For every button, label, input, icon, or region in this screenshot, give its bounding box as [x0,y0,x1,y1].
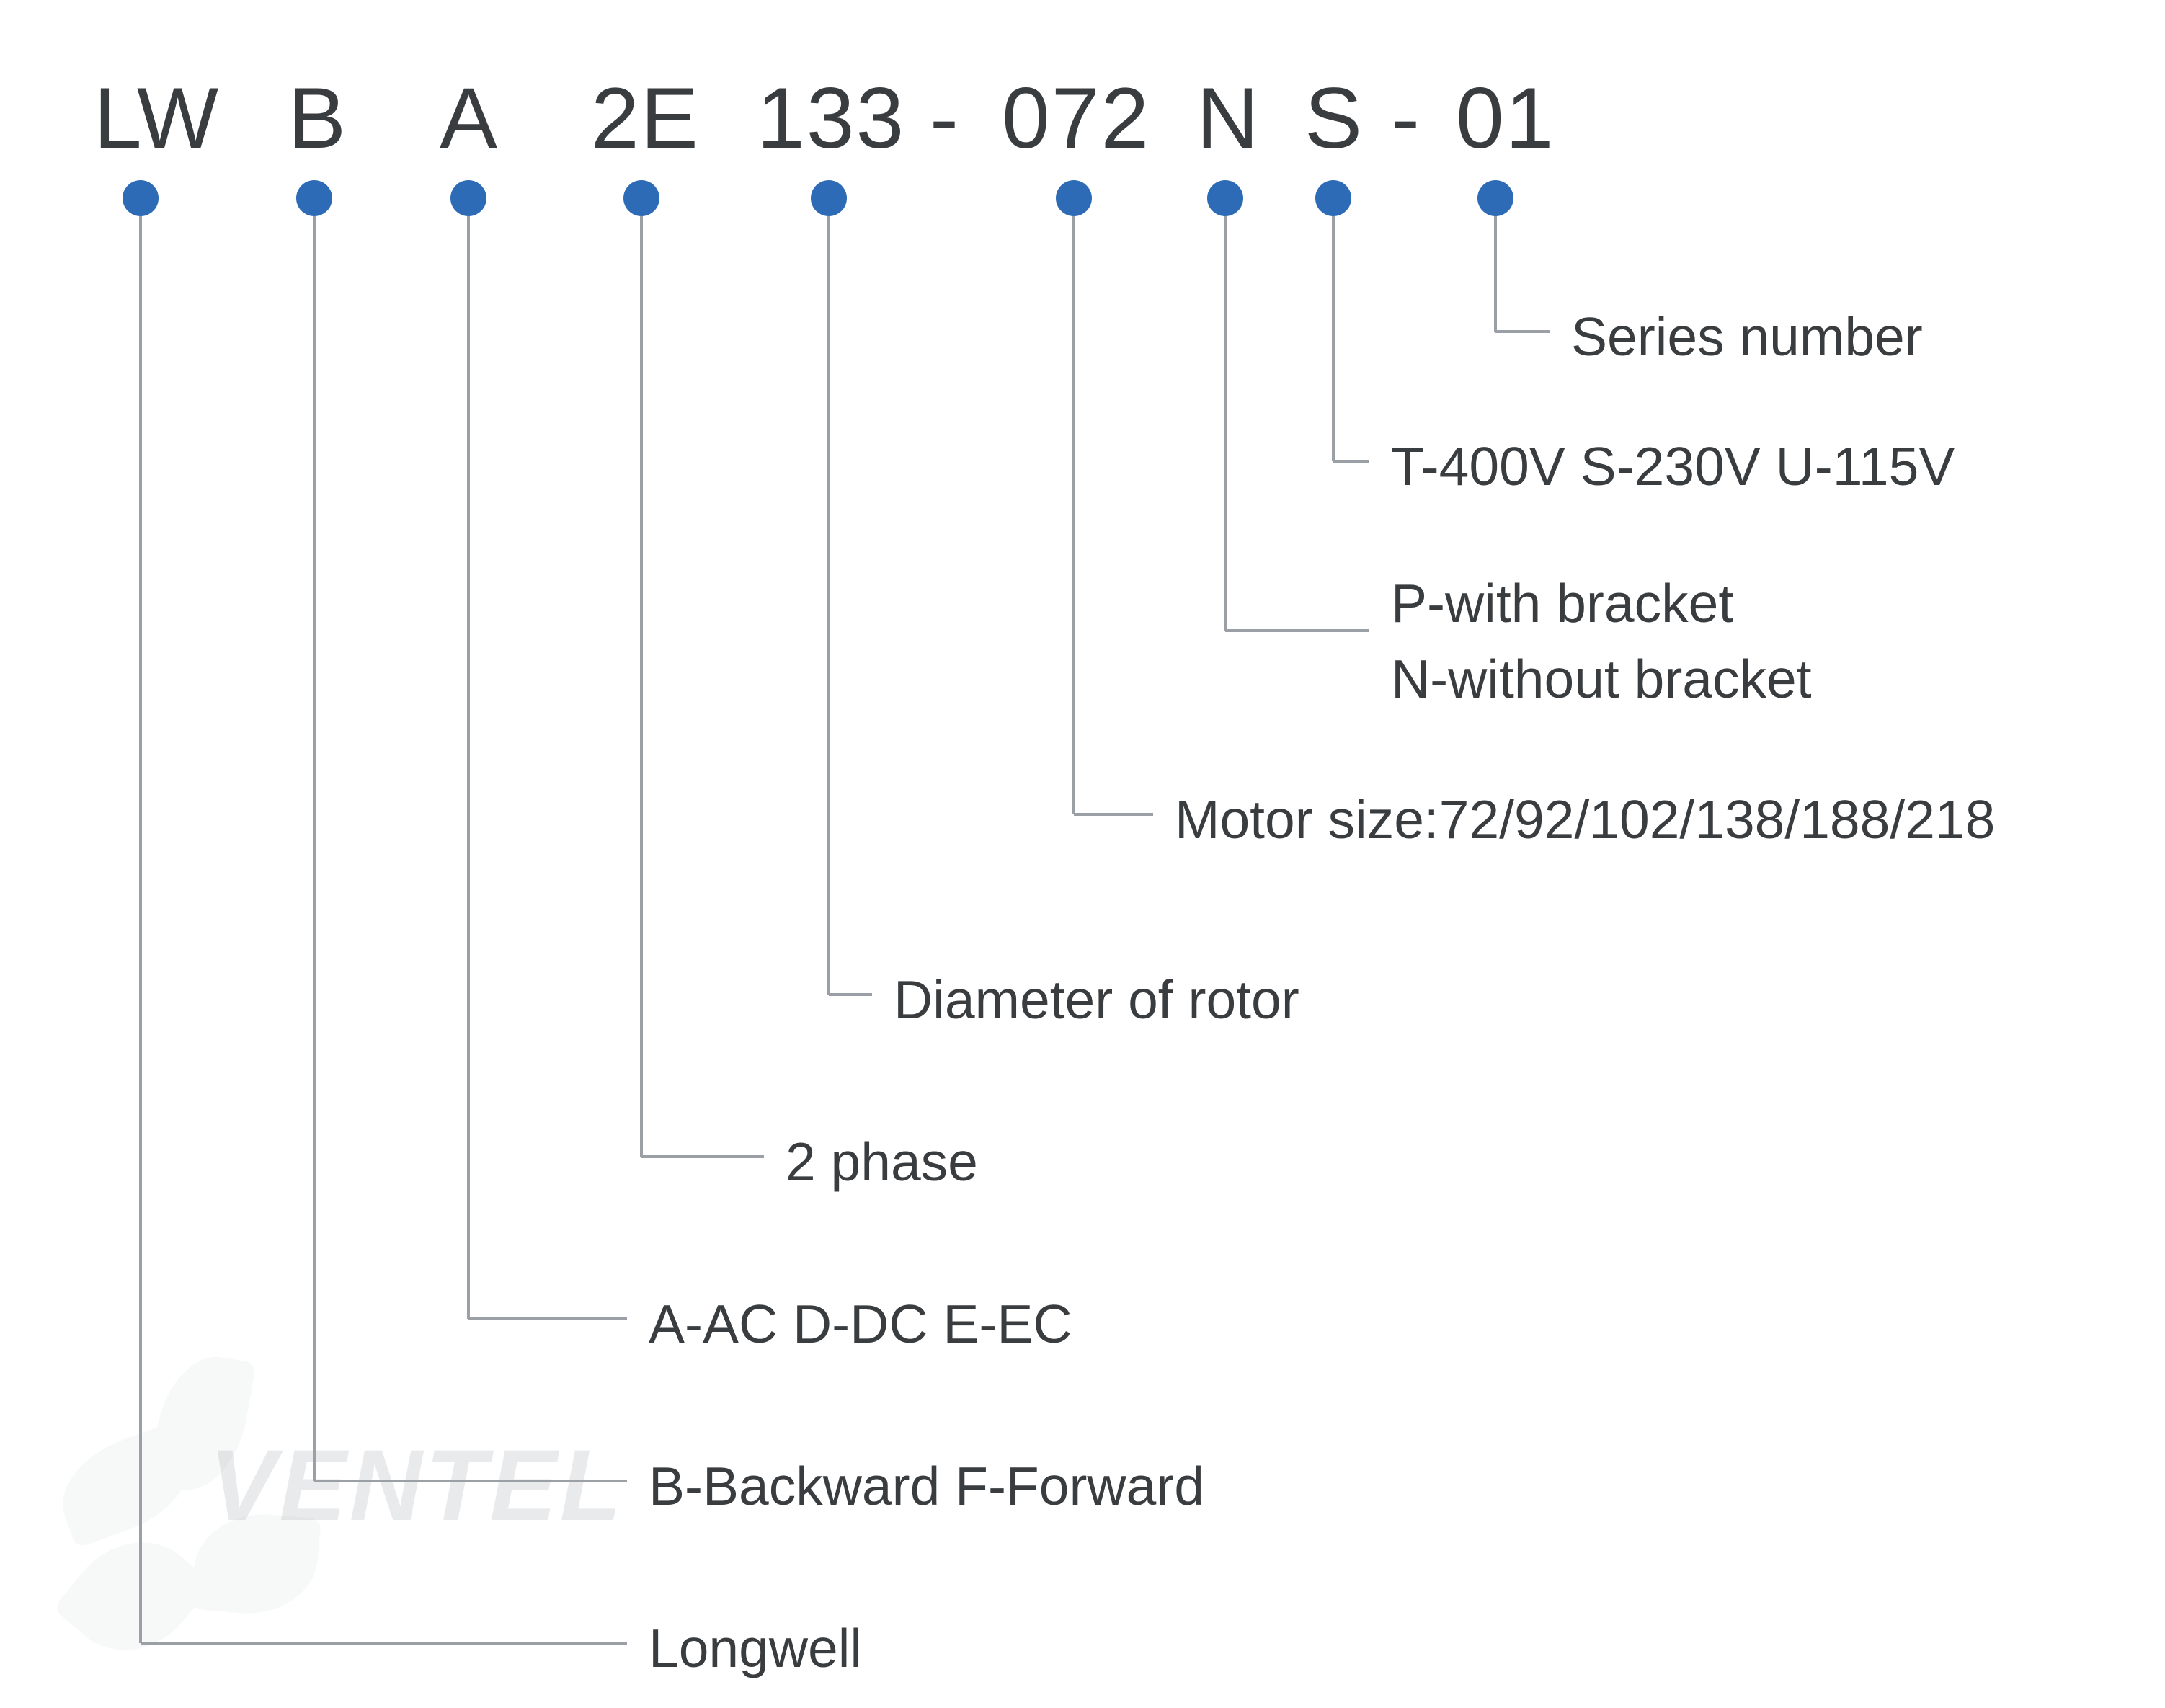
code-dash-2: - [1391,68,1421,168]
leader-dot [1207,180,1243,216]
desc-series-number: Series number [1571,299,1923,375]
leader-dot [623,180,659,216]
code-seg-a: A [440,68,499,168]
desc-current-type: A-AC D-DC E-EC [649,1286,1072,1362]
desc-rotor-diameter: Diameter of rotor [894,962,1299,1038]
code-seg-n: N [1196,68,1261,168]
desc-bracket-line2: N-without bracket [1391,649,1812,709]
code-seg-s: S [1304,68,1364,168]
leader-dot [296,180,332,216]
desc-bracket: P-with bracket N-without bracket [1391,566,1812,717]
leader-dot [811,180,847,216]
leader-dot [1315,180,1351,216]
desc-voltage: T-400V S-230V U-115V [1391,429,1955,504]
leader-dot [1056,180,1092,216]
watermark-text: VENTEL [209,1427,624,1544]
leader-dot [450,180,486,216]
desc-phase: 2 phase [786,1124,978,1200]
watermark-fan [43,1348,346,1650]
code-seg-b: B [288,68,347,168]
desc-motor-size: Motor size:72/92/102/138/188/218 [1175,782,1995,858]
code-seg-072: 072 [1002,68,1150,168]
desc-bracket-line1: P-with bracket [1391,573,1733,633]
code-seg-lw: LW [94,68,220,168]
leader-dot [1477,180,1513,216]
code-seg-133: 133 [757,68,905,168]
desc-direction: B-Backward F-Forward [649,1449,1204,1524]
code-seg-01: 01 [1456,68,1555,168]
leader-dot [123,180,159,216]
desc-brand: Longwell [649,1611,862,1686]
code-seg-2e: 2E [591,68,700,168]
code-dash-1: - [930,68,960,168]
